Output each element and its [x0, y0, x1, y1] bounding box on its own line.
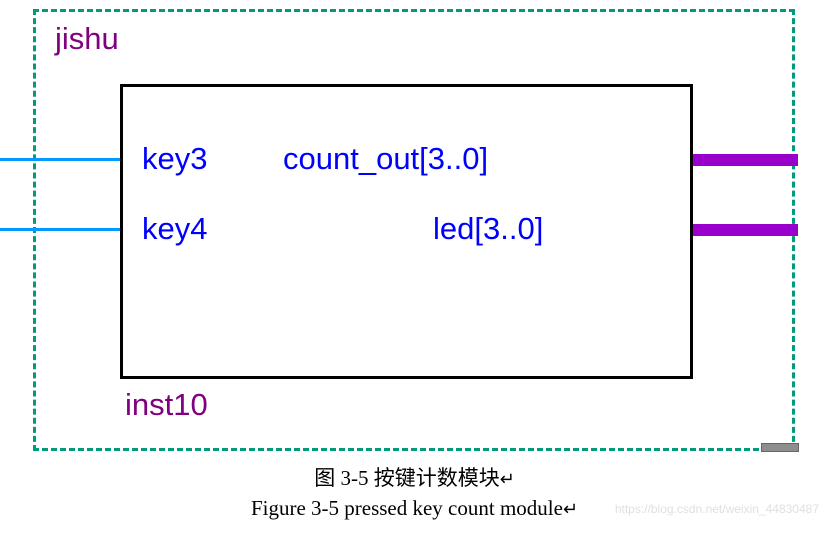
input-port-key4: key4	[142, 211, 207, 247]
input-wire-key4	[0, 228, 120, 231]
instance-name-label: inst10	[125, 387, 208, 423]
cr-mark-2: ↵	[563, 499, 578, 519]
output-wire-count	[693, 154, 798, 166]
watermark-text: https://blog.csdn.net/weixin_44830487	[615, 502, 819, 516]
output-port-count: count_out[3..0]	[283, 141, 488, 177]
cr-mark-1: ↵	[500, 469, 515, 489]
input-wire-key3	[0, 158, 120, 161]
caption-chinese: 图 3-5 按键计数模块	[314, 462, 500, 492]
caption-chinese-line: 图 3-5 按键计数模块↵	[0, 462, 829, 492]
corner-mark	[761, 443, 799, 452]
input-port-key3: key3	[142, 141, 207, 177]
block-diagram: jishu inst10 key3 key4 count_out[3..0] l…	[33, 9, 795, 451]
output-wire-led	[693, 224, 798, 236]
module-name-label: jishu	[55, 21, 119, 57]
caption-english: Figure 3-5 pressed key count module	[251, 496, 563, 521]
output-port-led: led[3..0]	[433, 211, 543, 247]
